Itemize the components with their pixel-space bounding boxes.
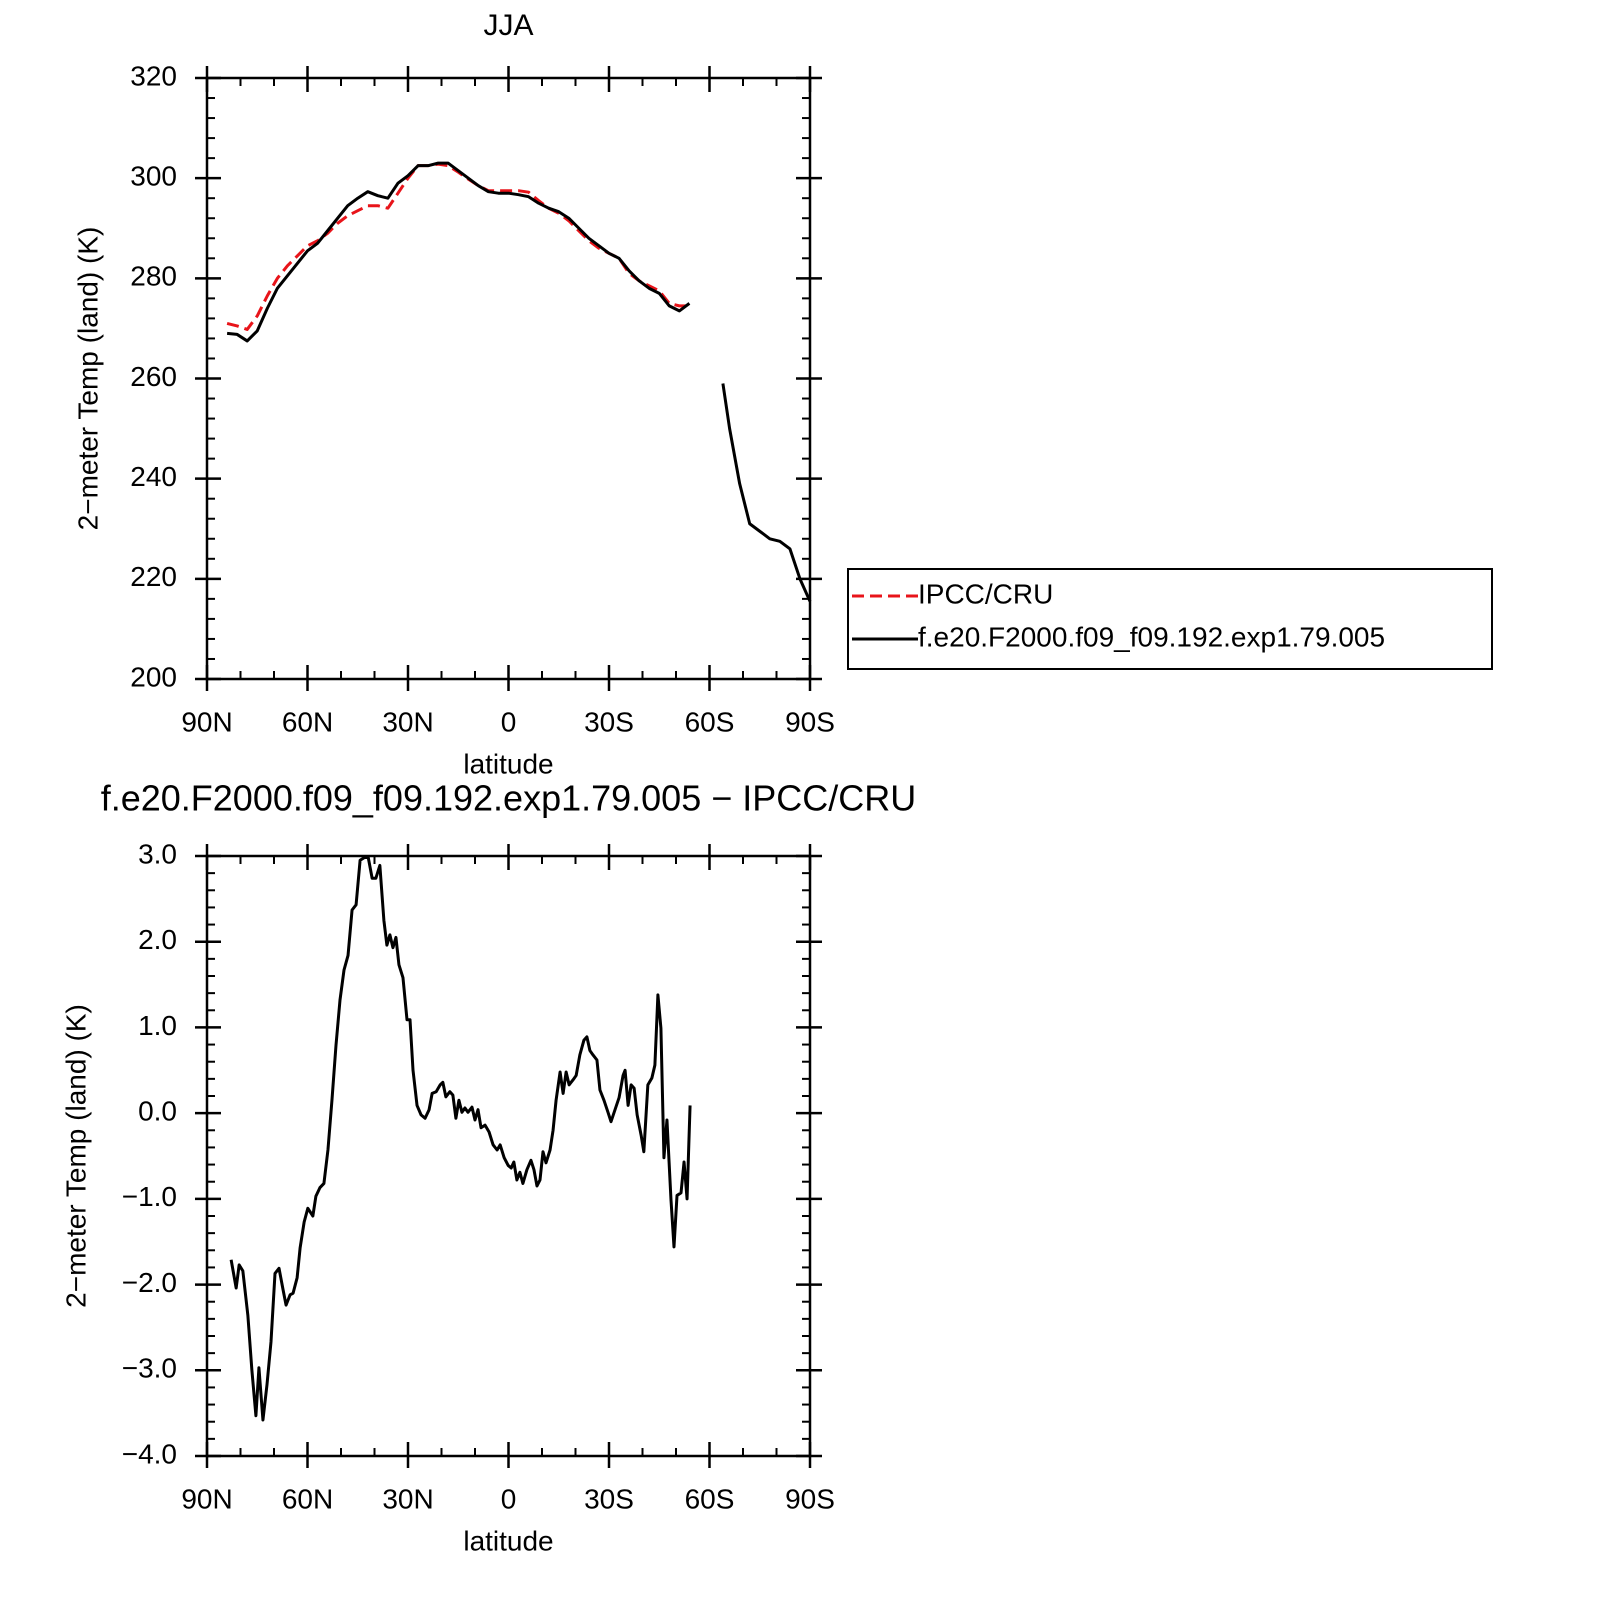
x-tick-label: 90N <box>181 1483 232 1514</box>
x-tick-label: 90S <box>785 1483 835 1514</box>
y-tick-label: 280 <box>130 261 177 292</box>
y-tick-label: 2.0 <box>138 924 177 955</box>
y-tick-label: 320 <box>130 60 177 91</box>
legend-label: IPCC/CRU <box>918 578 1053 609</box>
chart-title: f.e20.F2000.f09_f09.192.exp1.79.005 − IP… <box>101 778 917 819</box>
x-tick-label: 0 <box>501 1483 517 1514</box>
y-tick-label: 220 <box>130 561 177 592</box>
plot-frame <box>205 854 812 1458</box>
y-tick-label: 200 <box>130 661 177 692</box>
y-tick-label: 0.0 <box>138 1096 177 1127</box>
x-tick-label: 90N <box>181 706 232 737</box>
x-tick-label: 60S <box>685 706 735 737</box>
data-line <box>226 161 812 602</box>
x-tick-label: 30S <box>584 706 634 737</box>
data-line <box>229 855 692 1422</box>
legend-box <box>847 568 1493 670</box>
x-tick-label: 60N <box>282 706 333 737</box>
y-tick-label: −1.0 <box>122 1181 177 1212</box>
y-tick-label: −4.0 <box>122 1438 177 1469</box>
x-tick-label: 90S <box>785 706 835 737</box>
y-axis-label: 2−meter Temp (land) (K) <box>60 1004 91 1308</box>
y-tick-label: 240 <box>130 461 177 492</box>
x-axis-label: latitude <box>463 1525 553 1556</box>
x-axis-label: latitude <box>463 748 553 779</box>
y-axis-label: 2−meter Temp (land) (K) <box>72 227 103 531</box>
x-tick-label: 0 <box>501 706 517 737</box>
y-tick-label: 1.0 <box>138 1010 177 1041</box>
x-tick-label: 30S <box>584 1483 634 1514</box>
plot-frame <box>205 76 812 681</box>
legend-label: f.e20.F2000.f09_f09.192.exp1.79.005 <box>918 621 1385 652</box>
y-tick-label: 260 <box>130 361 177 392</box>
chart-title: JJA <box>483 9 533 42</box>
y-tick-label: −2.0 <box>122 1267 177 1298</box>
x-tick-label: 60N <box>282 1483 333 1514</box>
y-tick-label: −3.0 <box>122 1353 177 1384</box>
x-tick-label: 30N <box>382 1483 433 1514</box>
x-tick-label: 30N <box>382 706 433 737</box>
y-tick-label: 300 <box>130 161 177 192</box>
y-tick-label: 3.0 <box>138 838 177 869</box>
data-line <box>226 162 690 331</box>
x-tick-label: 60S <box>685 1483 735 1514</box>
